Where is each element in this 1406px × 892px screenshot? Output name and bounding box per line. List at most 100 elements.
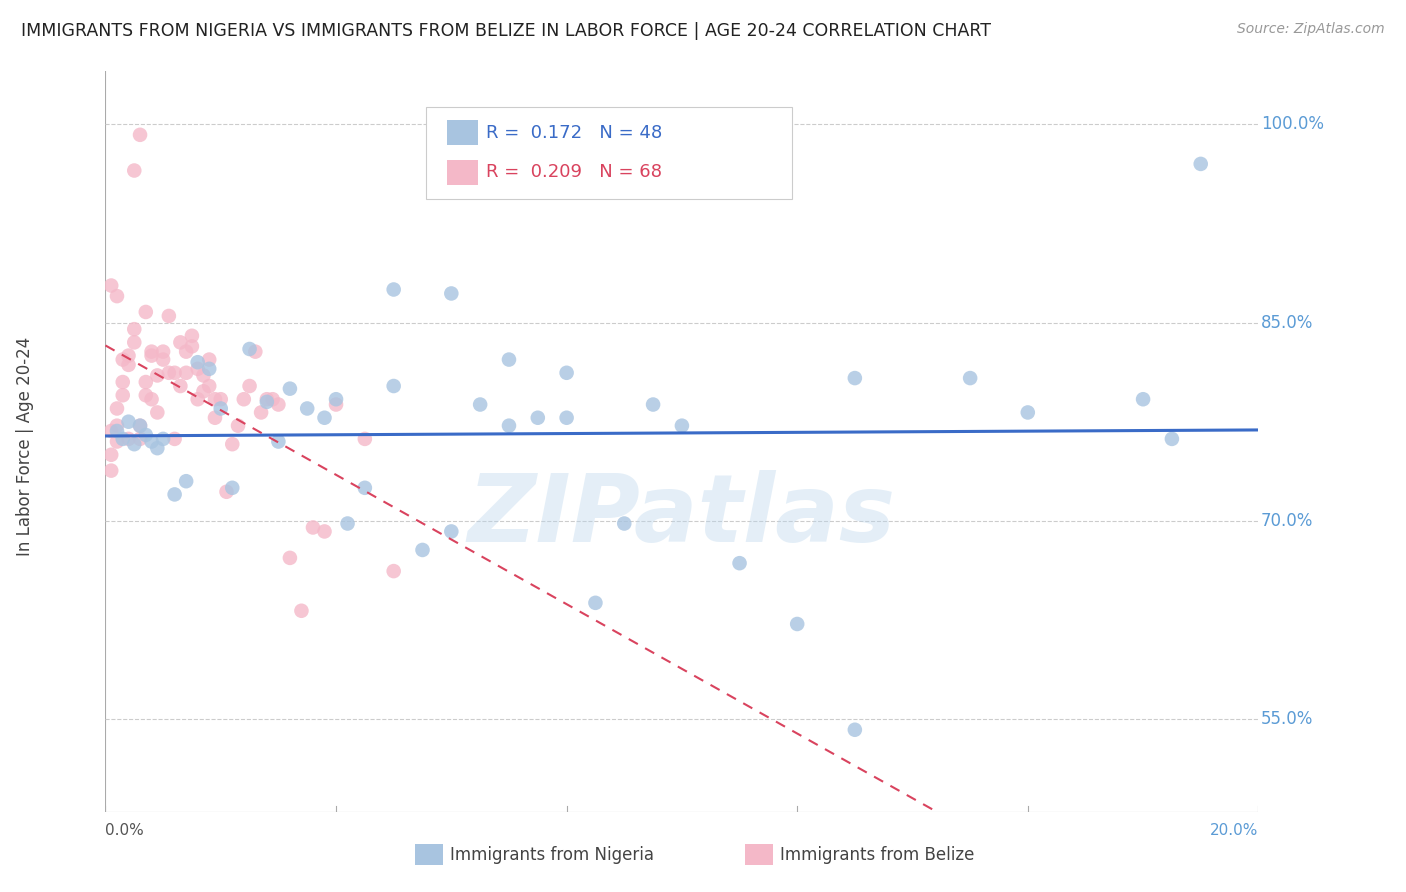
Text: 55.0%: 55.0% [1261,710,1313,728]
Point [209,392,232,407]
Point [124,335,146,350]
Point [124,163,146,178]
Text: IMMIGRANTS FROM NIGERIA VS IMMIGRANTS FROM BELIZE IN LABOR FORCE | AGE 20-24 COR: IMMIGRANTS FROM NIGERIA VS IMMIGRANTS FR… [21,22,991,40]
Point [117,432,139,446]
Point [111,388,134,402]
Point [290,604,312,618]
Point [336,516,359,531]
Point [146,405,169,419]
Point [354,481,377,495]
Point [440,286,463,301]
Text: 20.0%: 20.0% [1211,822,1258,838]
Point [221,481,243,495]
Point [278,550,301,565]
Point [314,524,336,539]
Point [671,418,693,433]
Point [232,392,254,407]
Text: 0.0%: 0.0% [105,822,145,838]
Point [267,397,290,411]
Point [163,366,186,380]
Point [302,520,325,534]
Point [239,342,262,356]
Point [105,424,128,438]
Text: 85.0%: 85.0% [1261,314,1313,332]
Point [146,368,169,383]
Point [152,432,174,446]
Point [555,410,578,425]
Point [111,352,134,367]
Point [221,437,243,451]
Point [844,371,866,385]
Point [641,397,665,411]
Point [187,361,209,376]
Point [728,556,751,570]
Point [1132,392,1154,407]
Point [382,564,405,578]
Point [152,344,174,359]
Point [117,358,139,372]
Text: 100.0%: 100.0% [1261,115,1323,133]
Point [215,484,238,499]
Point [129,418,152,433]
Point [498,352,520,367]
Point [786,617,808,632]
Point [325,397,347,411]
Point [297,401,319,416]
Point [1189,157,1212,171]
Point [117,415,139,429]
Point [267,434,290,449]
Point [157,309,180,323]
Point [105,418,128,433]
Point [180,339,202,353]
Point [204,410,226,425]
Point [226,418,249,433]
Point [198,352,221,367]
Point [129,432,152,446]
Point [526,410,548,425]
Point [135,428,157,442]
Text: In Labor Force | Age 20-24: In Labor Force | Age 20-24 [17,336,34,556]
Point [174,474,197,488]
Point [117,349,139,363]
Text: R =  0.209   N = 68: R = 0.209 N = 68 [486,163,662,181]
Point [278,382,301,396]
Point [100,424,122,438]
Point [169,335,191,350]
Point [111,432,134,446]
Point [105,289,128,303]
Point [325,392,347,407]
Point [198,379,221,393]
Point [100,278,122,293]
Point [354,432,377,446]
Text: Source: ZipAtlas.com: Source: ZipAtlas.com [1237,22,1385,37]
Point [100,464,122,478]
Point [141,434,163,449]
Point [163,487,186,501]
Point [245,344,267,359]
Point [209,401,232,416]
Point [174,366,197,380]
Point [152,352,174,367]
Point [105,401,128,416]
Point [174,344,197,359]
Point [198,361,221,376]
Point [256,395,278,409]
Text: R =  0.172   N = 48: R = 0.172 N = 48 [486,124,662,142]
Point [193,368,215,383]
Point [135,375,157,389]
Point [262,392,284,407]
Text: Immigrants from Belize: Immigrants from Belize [780,846,974,863]
Point [100,448,122,462]
Point [239,379,262,393]
Point [141,349,163,363]
Point [1160,432,1182,446]
Point [844,723,866,737]
Point [382,379,405,393]
Point [180,328,202,343]
Point [585,596,607,610]
Point [141,392,163,407]
Point [135,388,157,402]
Point [382,283,405,297]
Text: 70.0%: 70.0% [1261,512,1313,530]
Text: ZIPatlas: ZIPatlas [468,469,896,562]
